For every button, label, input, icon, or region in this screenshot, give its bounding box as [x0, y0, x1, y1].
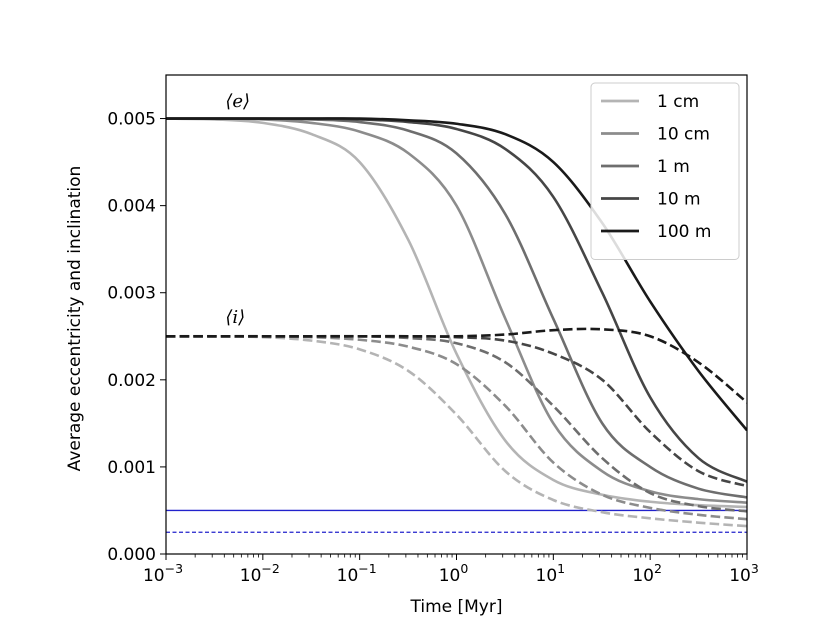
- x-tick-label: 10−1: [337, 561, 377, 586]
- y-tick-label: 0.000: [107, 545, 156, 565]
- legend-label-1-m: 1 m: [657, 157, 690, 177]
- series-inclination-100-m: [166, 327, 747, 404]
- y-tick-label: 0.002: [107, 371, 156, 391]
- y-axis: 0.000 0.001 0.002 0.003 0.004 0.005: [107, 110, 166, 565]
- legend-label-10-cm: 10 cm: [657, 125, 710, 145]
- y-tick-label: 0.003: [107, 284, 156, 304]
- x-axis: 10−3 10−2 10−1 100 101 102 103: [143, 554, 759, 586]
- legend-label-100-m: 100 m: [657, 222, 711, 242]
- series-lines: [166, 117, 747, 528]
- x-axis-label: Time [Myr]: [410, 597, 503, 617]
- legend: 1 cm 10 cm 1 m 10 m 100 m: [590, 82, 740, 260]
- reference-lines: [166, 509, 747, 533]
- legend-label-1-cm: 1 cm: [657, 92, 699, 112]
- y-tick-label: 0.004: [107, 197, 156, 217]
- x-tick-label: 102: [632, 561, 662, 586]
- x-tick-label: 10−3: [143, 561, 183, 586]
- eccentricity-annotation: ⟨e⟩: [225, 91, 250, 112]
- x-tick-label: 100: [439, 561, 469, 586]
- x-tick-label: 10−2: [240, 561, 280, 586]
- series-eccentricity-100-m: [166, 117, 747, 432]
- y-tick-label: 0.001: [107, 458, 156, 478]
- y-tick-label: 0.005: [107, 110, 156, 130]
- annotations: ⟨e⟩ ⟨i⟩: [225, 91, 250, 328]
- inclination-annotation: ⟨i⟩: [225, 307, 245, 328]
- x-tick-label: 101: [536, 561, 566, 586]
- x-tick-label: 103: [729, 561, 759, 586]
- legend-box: [590, 82, 740, 260]
- y-axis-label: Average eccentricity and inclination: [65, 166, 85, 472]
- legend-label-10-m: 10 m: [657, 190, 701, 210]
- series-eccentricity-1-cm: [166, 117, 747, 509]
